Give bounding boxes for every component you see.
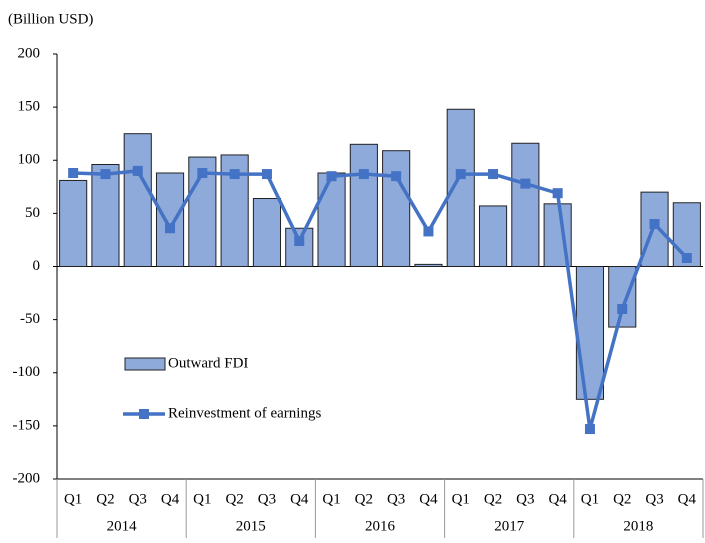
y-tick-label: 100	[18, 152, 41, 168]
marker	[520, 178, 531, 189]
legend-label: Reinvestment of earnings	[168, 405, 321, 421]
bar	[349, 143, 378, 267]
bar	[317, 172, 346, 267]
x-group-label: 2018	[623, 518, 653, 534]
x-group-label: 2017	[494, 518, 525, 534]
bar	[640, 191, 669, 267]
marker	[552, 188, 563, 199]
x-tick-label: Q1	[452, 491, 470, 507]
legend-swatch	[124, 357, 166, 371]
x-tick-label: Q4	[290, 491, 309, 507]
x-tick-label: Q2	[225, 491, 243, 507]
x-tick-label: Q2	[484, 491, 502, 507]
x-tick-label: Q1	[64, 491, 82, 507]
bar	[155, 172, 185, 267]
x-tick-label: Q1	[322, 491, 340, 507]
bar	[478, 205, 508, 267]
y-tick-label: 200	[18, 45, 41, 61]
x-tick-label: Q1	[581, 491, 599, 507]
bar	[382, 150, 411, 267]
marker	[455, 169, 466, 180]
x-tick-label: Q4	[548, 491, 567, 507]
y-tick-label: 150	[18, 99, 41, 115]
marker	[617, 304, 628, 314]
marker	[294, 236, 305, 246]
marker	[165, 223, 176, 234]
x-group-label: 2015	[236, 518, 266, 534]
legend-label: Outward FDI	[168, 355, 248, 371]
marker	[132, 165, 143, 176]
x-tick-label: Q3	[129, 491, 147, 507]
x-tick-label: Q2	[355, 491, 373, 507]
bar	[575, 266, 605, 400]
bar	[511, 142, 540, 267]
marker	[197, 168, 208, 178]
bar	[59, 179, 88, 267]
x-tick-label: Q3	[387, 491, 405, 507]
marker	[229, 169, 240, 180]
bar	[188, 156, 217, 267]
marker	[584, 424, 595, 435]
x-tick-label: Q2	[613, 491, 631, 507]
y-tick-label: 0	[33, 258, 41, 274]
marker	[100, 169, 111, 180]
x-tick-label: Q1	[193, 491, 211, 507]
marker	[68, 168, 79, 178]
y-tick-label: -100	[13, 364, 41, 380]
x-group-label: 2016	[365, 518, 396, 534]
x-tick-label: Q3	[516, 491, 534, 507]
x-tick-label: Q3	[258, 491, 276, 507]
x-tick-label: Q2	[96, 491, 114, 507]
y-tick-label: -150	[13, 417, 41, 433]
y-tick-label: -50	[20, 311, 40, 327]
marker	[261, 169, 272, 180]
y-tick-label: -200	[13, 470, 41, 486]
line	[73, 169, 689, 430]
x-tick-label: Q4	[419, 491, 438, 507]
legend-swatch	[139, 409, 149, 419]
bar	[252, 198, 282, 267]
y-axis-label: (Billion USD)	[8, 11, 93, 27]
bar	[608, 266, 637, 328]
marker	[391, 171, 402, 182]
marker	[358, 169, 369, 180]
bar	[91, 164, 120, 267]
x-tick-label: Q4	[678, 491, 697, 507]
x-group-label: 2014	[107, 518, 138, 534]
x-tick-label: Q4	[161, 491, 180, 507]
marker	[681, 253, 692, 263]
bar	[123, 133, 152, 267]
marker	[488, 169, 499, 180]
x-tick-label: Q3	[645, 491, 663, 507]
marker	[423, 226, 434, 237]
bar	[414, 263, 443, 267]
marker	[326, 171, 337, 182]
marker	[649, 219, 660, 229]
y-tick-label: 50	[25, 205, 40, 221]
bar	[285, 227, 314, 267]
